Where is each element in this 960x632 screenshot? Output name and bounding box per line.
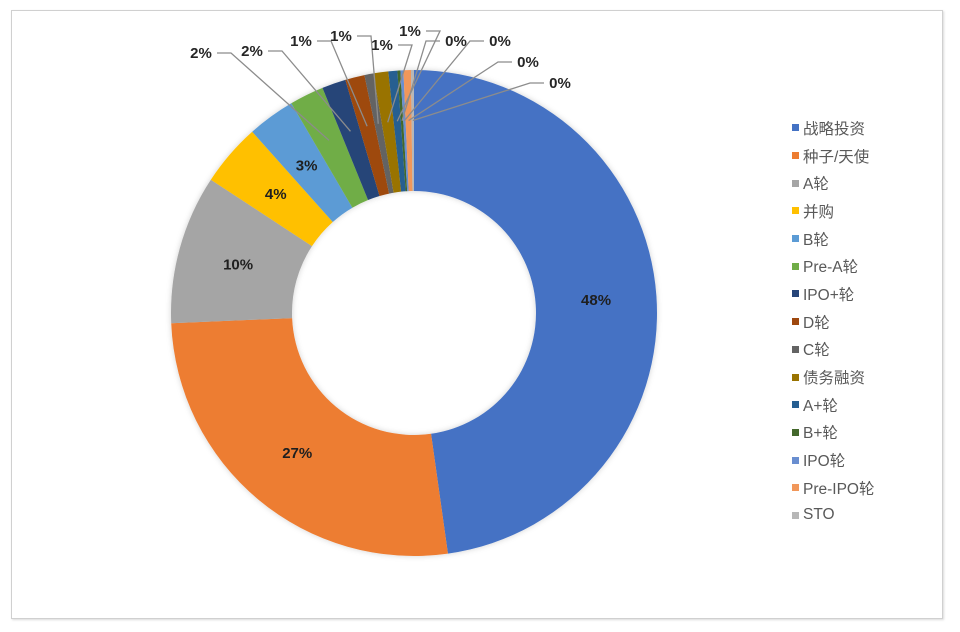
donut-slice: [291, 87, 369, 208]
donut-slice: [373, 71, 402, 193]
data-label: 0%: [489, 33, 511, 50]
legend-item: Pre-IPO轮: [792, 474, 874, 502]
legend-label: Pre-IPO轮: [803, 480, 875, 498]
legend-swatch-icon: [792, 373, 799, 381]
legend-item: 并购: [792, 197, 874, 225]
donut-slice: [345, 75, 390, 196]
data-label: 2%: [190, 45, 212, 62]
legend-swatch-icon: [792, 456, 799, 464]
legend-label: A+轮: [803, 397, 838, 415]
donut-slice: [388, 70, 406, 192]
legend-item: IPO+轮: [792, 280, 874, 308]
leader-line: [412, 82, 544, 122]
legend-swatch-icon: [792, 484, 799, 492]
donut-slice: [171, 179, 312, 324]
donut-slice: [322, 79, 380, 200]
legend-swatch-icon: [792, 401, 799, 409]
legend-label: A轮: [803, 176, 829, 194]
legend-label: IPO+轮: [803, 286, 855, 304]
data-label: 0%: [445, 33, 467, 50]
donut-slices: [171, 70, 657, 556]
leader-line: [217, 52, 330, 141]
leader-line: [387, 44, 413, 123]
legend-item: 战略投资: [792, 114, 874, 142]
legend-item: A+轮: [792, 391, 874, 419]
data-label: 0%: [517, 54, 539, 71]
data-label: 3%: [296, 157, 318, 174]
legend-swatch-icon: [792, 262, 799, 270]
donut-slice: [400, 70, 409, 192]
donut-slice: [364, 73, 394, 194]
donut-slice: [171, 318, 448, 556]
legend-label: STO: [803, 506, 835, 524]
legend-item: B轮: [792, 225, 874, 253]
data-label: 0%: [549, 75, 571, 92]
leader-lines: [217, 30, 544, 141]
leader-line: [357, 35, 379, 124]
legend-item: IPO轮: [792, 446, 874, 474]
legend-label: 战略投资: [803, 120, 866, 138]
legend-label: B+轮: [803, 425, 838, 443]
data-labels: 48% 27% 10% 4% 3% 2% 2% 1% 1% 1% 1% 0% 0% 0% 0%: [190, 23, 611, 462]
donut-slice: [397, 70, 408, 192]
legend-item: D轮: [792, 308, 874, 336]
legend-swatch-icon: [792, 152, 799, 160]
legend-item: 种子/天使: [792, 142, 874, 170]
leader-line: [401, 40, 440, 122]
data-label: 2%: [241, 43, 263, 60]
legend-label: B轮: [803, 231, 829, 249]
legend-item: C轮: [792, 336, 874, 364]
legend-item: STO: [792, 502, 874, 530]
leader-line: [403, 40, 484, 122]
legend-label: Pre-A轮: [803, 259, 859, 277]
data-label: 10%: [223, 256, 253, 273]
data-label: 1%: [371, 37, 393, 54]
legend-swatch-icon: [792, 290, 799, 298]
legend-swatch-icon: [792, 318, 799, 326]
legend-swatch-icon: [792, 235, 799, 243]
leader-line: [408, 61, 512, 122]
donut-slice: [210, 131, 333, 247]
legend-label: D轮: [803, 314, 830, 332]
data-label: 1%: [399, 23, 421, 40]
chart-legend: 战略投资种子/天使 A轮并购 B轮 Pre-A轮 IPO+轮 D轮 C轮债务融资 A+轮 B+轮…: [792, 114, 874, 529]
legend-swatch-icon: [792, 428, 799, 436]
legend-swatch-icon: [792, 207, 799, 215]
legend-swatch-icon: [792, 179, 799, 187]
legend-label: 种子/天使: [803, 148, 870, 166]
leader-line: [317, 40, 368, 127]
donut-slice: [414, 70, 657, 554]
donut-slice: [252, 103, 353, 222]
legend-label: C轮: [803, 342, 830, 360]
legend-item: 债务融资: [792, 363, 874, 391]
legend-item: Pre-A轮: [792, 252, 874, 280]
legend-label: 并购: [803, 203, 835, 221]
legend-swatch-icon: [792, 345, 799, 353]
data-label: 1%: [330, 28, 352, 45]
donut-slice: [410, 70, 414, 192]
legend-item: A轮: [792, 169, 874, 197]
legend-label: 债务融资: [803, 370, 866, 388]
data-label: 27%: [282, 445, 312, 462]
leader-line: [268, 50, 351, 132]
legend-swatch-icon: [792, 511, 799, 519]
data-label: 1%: [290, 33, 312, 50]
legend-swatch-icon: [792, 124, 799, 132]
donut-slice: [403, 70, 413, 192]
legend-item: B+轮: [792, 419, 874, 447]
data-label: 4%: [265, 186, 287, 203]
legend-label: IPO轮: [803, 453, 846, 471]
data-label: 48%: [581, 292, 611, 309]
